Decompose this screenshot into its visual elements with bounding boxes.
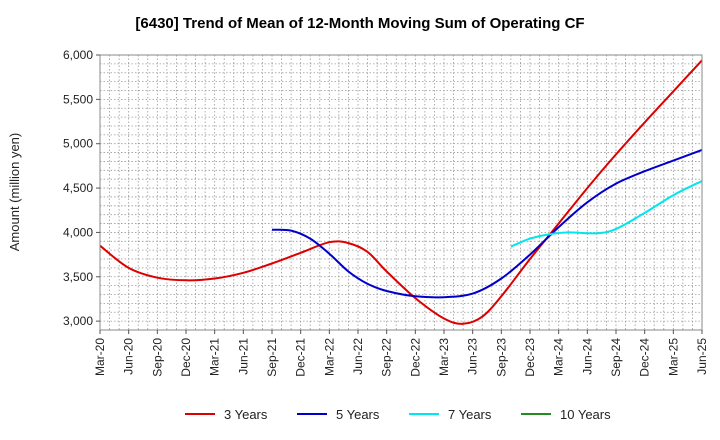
x-tick-label: Mar-22 [322,338,336,376]
x-tick-label: Jun-25 [695,338,709,375]
x-tick-label: Sep-23 [494,338,508,377]
chart-title: [6430] Trend of Mean of 12-Month Moving … [135,15,584,32]
x-tick-label: Sep-24 [609,338,623,377]
legend: 3 Years 5 Years 7 Years 10 Years [185,407,611,422]
legend-label: 7 Years [448,407,492,422]
y-tick-label: 5,000 [63,137,93,151]
x-tick-label: Mar-25 [666,338,680,376]
series-line-3-years [99,59,703,325]
legend-label: 5 Years [336,407,380,422]
x-tick-label: Jun-22 [351,338,365,375]
x-tick-label: Dec-23 [523,338,537,377]
plot-area [100,55,702,330]
x-tick-label: Sep-21 [265,338,279,377]
y-tick-label: 4,000 [63,225,93,239]
y-tick-label: 6,000 [63,48,93,62]
series-line-7-years [510,180,703,248]
series-lines [99,59,703,325]
x-tick-label: Jun-20 [122,338,136,375]
x-tick-label: Mar-20 [93,338,107,376]
x-tick-label: Mar-21 [208,338,222,376]
y-axis-label: Amount (million yen) [7,133,22,252]
x-tick-label: Jun-23 [466,338,480,375]
legend-label: 10 Years [560,407,611,422]
x-axis-ticks: Mar-20 Jun-20 Sep-20 Dec-20 Mar-21 Jun-21 Sep-… [93,330,709,377]
x-tick-label: Sep-20 [150,338,164,377]
x-tick-label: Mar-24 [552,338,566,376]
series-line-5-years [271,148,703,299]
x-tick-label: Dec-22 [408,338,422,377]
y-tick-label: 3,000 [63,314,93,328]
y-tick-label: 5,500 [63,92,93,106]
x-tick-label: Sep-22 [380,338,394,377]
legend-label: 3 Years [224,407,268,422]
x-tick-label: Jun-21 [236,338,250,375]
y-tick-label: 3,500 [63,270,93,284]
x-tick-label: Dec-24 [638,338,652,377]
x-tick-label: Mar-23 [437,338,451,376]
x-tick-label: Dec-20 [179,338,193,377]
y-axis-ticks: 3,000 3,500 4,000 4,500 5,000 5,500 6,000 [63,48,100,328]
x-tick-label: Jun-24 [580,338,594,375]
y-tick-label: 4,500 [63,181,93,195]
x-tick-label: Dec-21 [294,338,308,377]
plot-frame [99,54,703,331]
